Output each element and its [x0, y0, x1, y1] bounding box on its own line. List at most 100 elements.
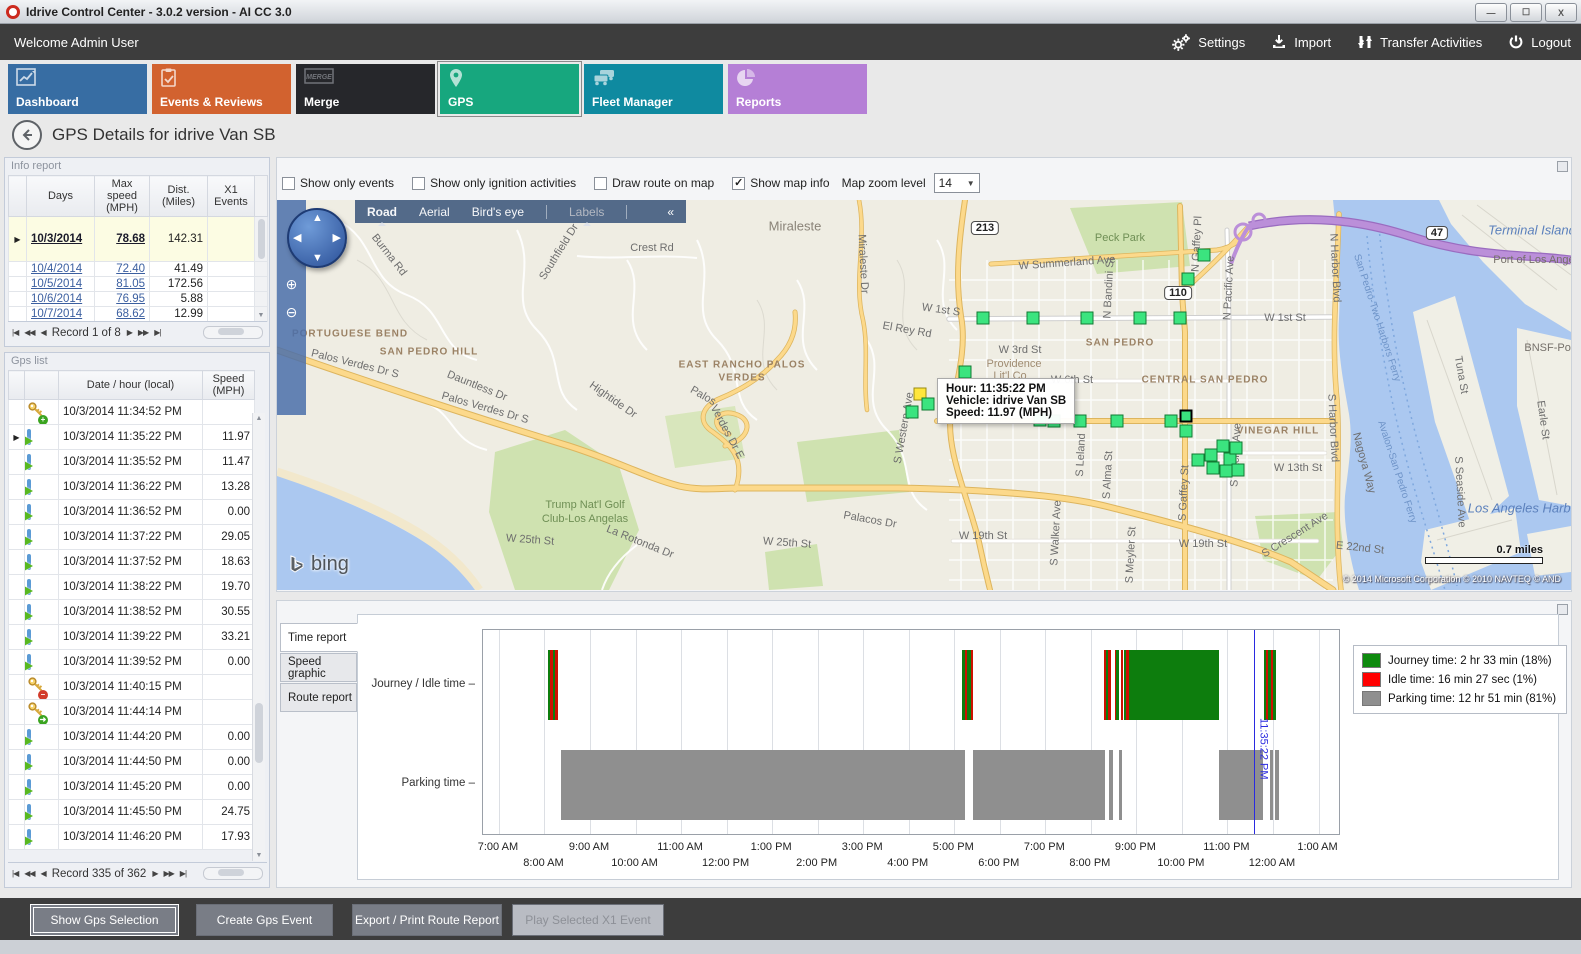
- gps-marker[interactable]: [1080, 311, 1094, 325]
- gps-marker[interactable]: [1231, 463, 1245, 477]
- list-item[interactable]: ➜ 10/3/2014 11:44:14 PM: [8, 699, 255, 725]
- prev-record-button[interactable]: ◀: [40, 328, 47, 337]
- list-item[interactable]: 10/3/2014 11:36:22 PM 13.28: [8, 474, 255, 500]
- table-row[interactable]: ▶ 10/3/2014 78.68 142.31: [8, 216, 268, 262]
- checkbox-show-only-events[interactable]: Show only events: [282, 176, 394, 190]
- prev-page-button[interactable]: ◀◀: [24, 328, 35, 337]
- gps-col-header[interactable]: Date / hour (local): [58, 370, 203, 400]
- table-row[interactable]: 10/4/2014 72.40 41.49: [8, 261, 268, 277]
- gps-marker[interactable]: [1191, 453, 1205, 467]
- gps-marker[interactable]: [958, 365, 972, 379]
- settings-button[interactable]: Settings: [1171, 33, 1245, 51]
- map-zoom-level-select[interactable]: 14 ▼: [933, 173, 980, 193]
- gps-marker[interactable]: [1204, 448, 1218, 462]
- gps-marker[interactable]: [1206, 461, 1220, 475]
- list-item[interactable]: 10/3/2014 11:44:20 PM 0.00: [8, 724, 255, 750]
- list-item[interactable]: 10/3/2014 11:39:52 PM 0.00: [8, 649, 255, 675]
- list-item[interactable]: 10/3/2014 11:44:50 PM 0.00: [8, 749, 255, 775]
- info-col-header[interactable]: Days: [26, 175, 95, 217]
- map-style-bird-s-eye[interactable]: Bird's eye: [471, 204, 524, 219]
- list-item[interactable]: 10/3/2014 11:35:52 PM 11.47: [8, 449, 255, 475]
- info-col-header[interactable]: Max speed (MPH): [94, 175, 150, 217]
- list-item[interactable]: ▶ 10/3/2014 11:35:22 PM 11.97: [8, 424, 255, 450]
- max-speed-link[interactable]: 68.62: [116, 308, 145, 320]
- day-link[interactable]: 10/4/2014: [31, 263, 83, 275]
- day-link[interactable]: 10/5/2014: [31, 278, 83, 290]
- transfer-activities-button[interactable]: Transfer Activities: [1357, 34, 1482, 50]
- table-row[interactable]: 10/7/2014 68.62 12.99 ▼: [8, 306, 268, 322]
- gps-marker[interactable]: [1164, 414, 1178, 428]
- tab-time-report[interactable]: Time report: [280, 623, 358, 652]
- day-link[interactable]: 10/6/2014: [31, 293, 83, 305]
- map-bar-collapse-button[interactable]: «: [667, 204, 675, 219]
- minimize-button[interactable]: —: [1475, 3, 1507, 22]
- back-button[interactable]: [12, 120, 42, 150]
- logout-button[interactable]: Logout: [1508, 34, 1571, 50]
- gps-marker[interactable]: [1197, 248, 1211, 262]
- list-item[interactable]: –10/3/2014 11:40:15 PM: [8, 674, 255, 700]
- next-page-button[interactable]: ▶▶: [137, 328, 149, 337]
- list-item[interactable]: 10/3/2014 11:38:52 PM 30.55: [8, 599, 255, 625]
- tab-reports[interactable]: Reports: [728, 64, 867, 114]
- tab-fleet-manager[interactable]: Fleet Manager: [584, 64, 723, 114]
- list-item[interactable]: 10/3/2014 11:37:52 PM 18.63: [8, 549, 255, 575]
- list-item[interactable]: 10/3/2014 11:39:22 PM 33.21: [8, 624, 255, 650]
- gps-marker[interactable]: [1026, 311, 1040, 325]
- gps-marker[interactable]: [1216, 439, 1230, 453]
- prev-record-button[interactable]: ◀: [40, 869, 47, 878]
- tab-dashboard[interactable]: Dashboard: [8, 64, 147, 114]
- next-record-button[interactable]: ▶: [126, 328, 133, 337]
- list-item[interactable]: 10/3/2014 11:38:22 PM 19.70: [8, 574, 255, 600]
- gps-marker[interactable]: [1181, 272, 1195, 286]
- maximize-button[interactable]: ☐: [1510, 3, 1542, 22]
- next-record-button[interactable]: ▶: [152, 869, 158, 878]
- max-speed-link[interactable]: 81.05: [116, 278, 145, 290]
- create-gps-event-button[interactable]: Create Gps Event: [196, 904, 333, 936]
- max-speed-link[interactable]: 72.40: [116, 263, 145, 275]
- gps-marker[interactable]: [1073, 414, 1087, 428]
- panel-collapse-icon[interactable]: [1557, 604, 1568, 615]
- day-link[interactable]: 10/3/2014: [31, 233, 83, 245]
- tab-events-reviews[interactable]: Events & Reviews: [152, 64, 291, 114]
- next-page-button[interactable]: ▶▶: [163, 869, 174, 878]
- panel-collapse-icon[interactable]: [1557, 161, 1568, 172]
- gps-col-header[interactable]: Speed (MPH): [202, 370, 255, 400]
- list-item[interactable]: 10/3/2014 11:46:20 PM 17.93: [8, 824, 255, 850]
- list-item[interactable]: 10/3/2014 11:45:50 PM 24.75: [8, 799, 255, 825]
- tab-route-report[interactable]: Route report: [280, 683, 357, 712]
- import-button[interactable]: Import: [1271, 34, 1331, 50]
- tab-merge[interactable]: MERGE Merge: [296, 64, 435, 114]
- gps-list-scrollbar[interactable]: ▲ ▼: [252, 413, 265, 861]
- export-print-route-report-button[interactable]: Export / Print Route Report: [352, 904, 502, 936]
- list-item[interactable]: +10/3/2014 11:34:52 PM: [8, 399, 255, 425]
- list-item[interactable]: 10/3/2014 11:36:52 PM 0.00: [8, 499, 255, 525]
- day-link[interactable]: 10/7/2014: [31, 308, 83, 320]
- map-style-labels[interactable]: Labels: [569, 204, 605, 226]
- gps-marker[interactable]: [921, 397, 935, 411]
- checkbox-draw-route-on-map[interactable]: Draw route on map: [594, 176, 714, 190]
- info-horizontal-scrollbar[interactable]: [203, 326, 263, 339]
- table-row[interactable]: 10/5/2014 81.05 172.56: [8, 276, 268, 292]
- map-zoom-out-button[interactable]: ⊖: [285, 304, 298, 320]
- gps-marker[interactable]: [1229, 441, 1243, 455]
- gps-marker[interactable]: [1133, 311, 1147, 325]
- info-col-header[interactable]: X1 Events: [207, 175, 255, 217]
- map-canvas[interactable]: Road Aerial Bird's eye Labels « ▲ ▼ ◀ ▶ ⊕ ⊖ Mi…: [277, 200, 1571, 590]
- gps-horizontal-scrollbar[interactable]: [203, 867, 263, 880]
- checkbox-show-only-ignition-activities[interactable]: Show only ignition activities: [412, 176, 576, 190]
- info-col-header[interactable]: [8, 175, 27, 217]
- checkbox-show-map-info[interactable]: ✓ Show map info: [732, 176, 830, 190]
- info-col-header[interactable]: Dist. (Miles): [149, 175, 208, 217]
- first-record-button[interactable]: |◀: [12, 328, 19, 337]
- gps-marker[interactable]: [1179, 424, 1193, 438]
- list-item[interactable]: 10/3/2014 11:45:20 PM 0.00: [8, 774, 255, 800]
- close-button[interactable]: X: [1545, 3, 1577, 22]
- map-style-road[interactable]: Road: [367, 204, 397, 226]
- gps-marker[interactable]: [1179, 409, 1193, 423]
- gps-marker[interactable]: [1173, 311, 1187, 325]
- tab-speed-graphic[interactable]: Speed graphic: [280, 653, 357, 682]
- map-style-aerial[interactable]: Aerial: [419, 204, 450, 219]
- max-speed-link[interactable]: 78.68: [116, 233, 145, 245]
- tab-gps[interactable]: GPS: [437, 61, 582, 117]
- gps-marker[interactable]: [1110, 414, 1124, 428]
